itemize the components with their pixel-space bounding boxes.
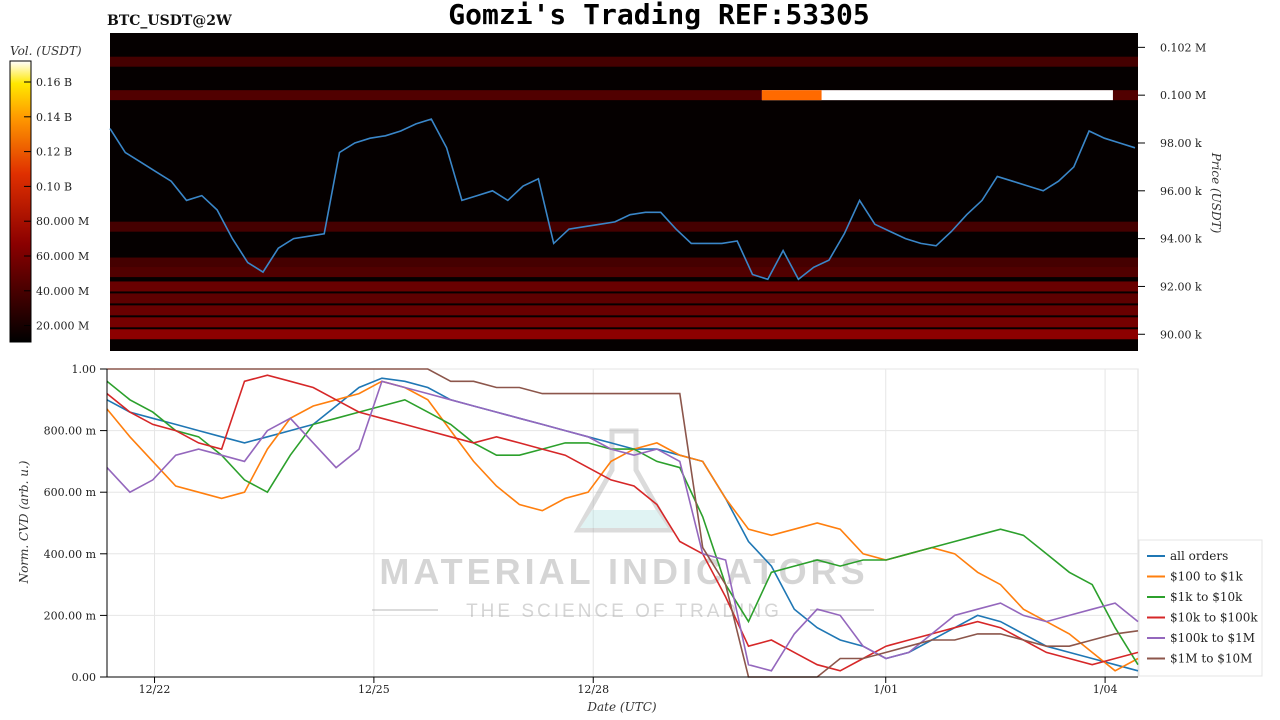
watermark-logo: MATERIAL INDICATORS THE SCIENCE OF TRADI… (372, 428, 874, 622)
liquidity-wall (761, 90, 1113, 101)
heatmap-bands (110, 56, 1138, 340)
cvd-line (106, 374, 1139, 672)
colorbar-tick-label: 60.000 M (36, 250, 89, 263)
heatmap-band (110, 329, 1138, 340)
colorbar-tick-label: 0.16 B (36, 76, 72, 89)
chart-title: Gomzi's Trading REF:53305 (448, 0, 869, 31)
colorbar-tick-label: 0.12 B (36, 146, 72, 159)
price-tick-label: 94.00 k (1160, 233, 1202, 246)
legend-label: $100k to $1M (1170, 631, 1255, 645)
legend-label: $10k to $100k (1170, 611, 1258, 625)
legend: all orders $100 to $1k $1k to $10k $10k to … (1138, 539, 1263, 677)
pair-label: BTC_USDT@2W (107, 13, 232, 29)
price-line (109, 118, 1136, 281)
price-tick-label: 92.00 k (1160, 280, 1202, 293)
colorbar-tick-label: 80.000 M (36, 215, 89, 228)
liquidity-wall-edge (761, 90, 822, 101)
cvd-x-tick-label: 1/04 (1093, 683, 1118, 696)
cvd-y-tick-label: 600.00 m (44, 486, 97, 499)
cvd-y-tick-label: 0.00 (72, 671, 97, 684)
cvd-plot-area (106, 368, 1139, 678)
cvd-y-axis-label: Norm. CVD (arb. u.) (17, 460, 31, 584)
colorbar-tick-label: 0.14 B (36, 111, 72, 124)
cvd-x-axis-label: Date (UTC) (586, 700, 656, 714)
cvd-y-tick-label: 400.00 m (44, 548, 97, 561)
cvd-line (107, 368, 1139, 678)
legend-label: $1M to $10M (1170, 652, 1252, 666)
colorbar (9, 60, 32, 343)
cvd-x-tick-label: 1/01 (873, 683, 898, 696)
price-axis-label: Price (USDT) (1209, 152, 1223, 234)
colorbar-tick-label: 0.10 B (36, 180, 72, 193)
heatmap-band (110, 267, 1138, 278)
heatmap-band (110, 56, 1138, 67)
cvd-series (106, 368, 1139, 678)
cvd-x-tick-label: 12/28 (577, 683, 609, 696)
heatmap-band (110, 281, 1138, 292)
price-tick-label: 0.100 M (1160, 89, 1206, 102)
cvd-line (106, 380, 1139, 672)
heatmap-band (110, 305, 1138, 316)
watermark-title: MATERIAL INDICATORS (379, 551, 868, 592)
cvd-y-axis: 0.00 200.00 m 400.00 m 600.00 m 800.00 m 1.00 (44, 363, 108, 684)
cvd-x-axis: 12/22 12/25 12/28 1/01 1/04 (107, 676, 1138, 696)
heatmap-band (110, 221, 1138, 232)
cvd-line (106, 380, 1139, 672)
cvd-y-tick-label: 800.00 m (44, 425, 97, 438)
cvd-y-tick-label: 200.00 m (44, 609, 97, 622)
price-tick-label: 0.102 M (1160, 41, 1206, 54)
price-tick-label: 98.00 k (1160, 137, 1202, 150)
colorbar-ticks: 0.16 B 0.14 B 0.12 B 0.10 B 80.000 M 60.000 M… (24, 76, 89, 333)
price-tick-label: 96.00 k (1160, 185, 1202, 198)
colorbar-label: Vol. (USDT) (10, 44, 82, 58)
cvd-line (106, 380, 1139, 666)
colorbar-tick-label: 40.000 M (36, 285, 89, 298)
watermark-subtitle: THE SCIENCE OF TRADING (466, 601, 782, 622)
legend-label: $100 to $1k (1170, 570, 1243, 584)
legend-label: $1k to $10k (1170, 590, 1243, 604)
cvd-x-tick-label: 12/25 (358, 683, 390, 696)
legend-label: all orders (1170, 549, 1228, 563)
price-tick-label: 90.00 k (1160, 328, 1202, 341)
colorbar-tick-label: 20.000 M (36, 320, 89, 333)
heatmap-band (110, 257, 1138, 268)
cvd-y-tick-label: 1.00 (72, 363, 97, 376)
heatmap-band (110, 293, 1138, 304)
cvd-x-tick-label: 12/22 (139, 683, 171, 696)
heatmap-band (110, 90, 1138, 101)
price-axis: 90.00 k 92.00 k 94.00 k 96.00 k 98.00 k 0.100… (1138, 41, 1206, 341)
heatmap-band (110, 317, 1138, 328)
